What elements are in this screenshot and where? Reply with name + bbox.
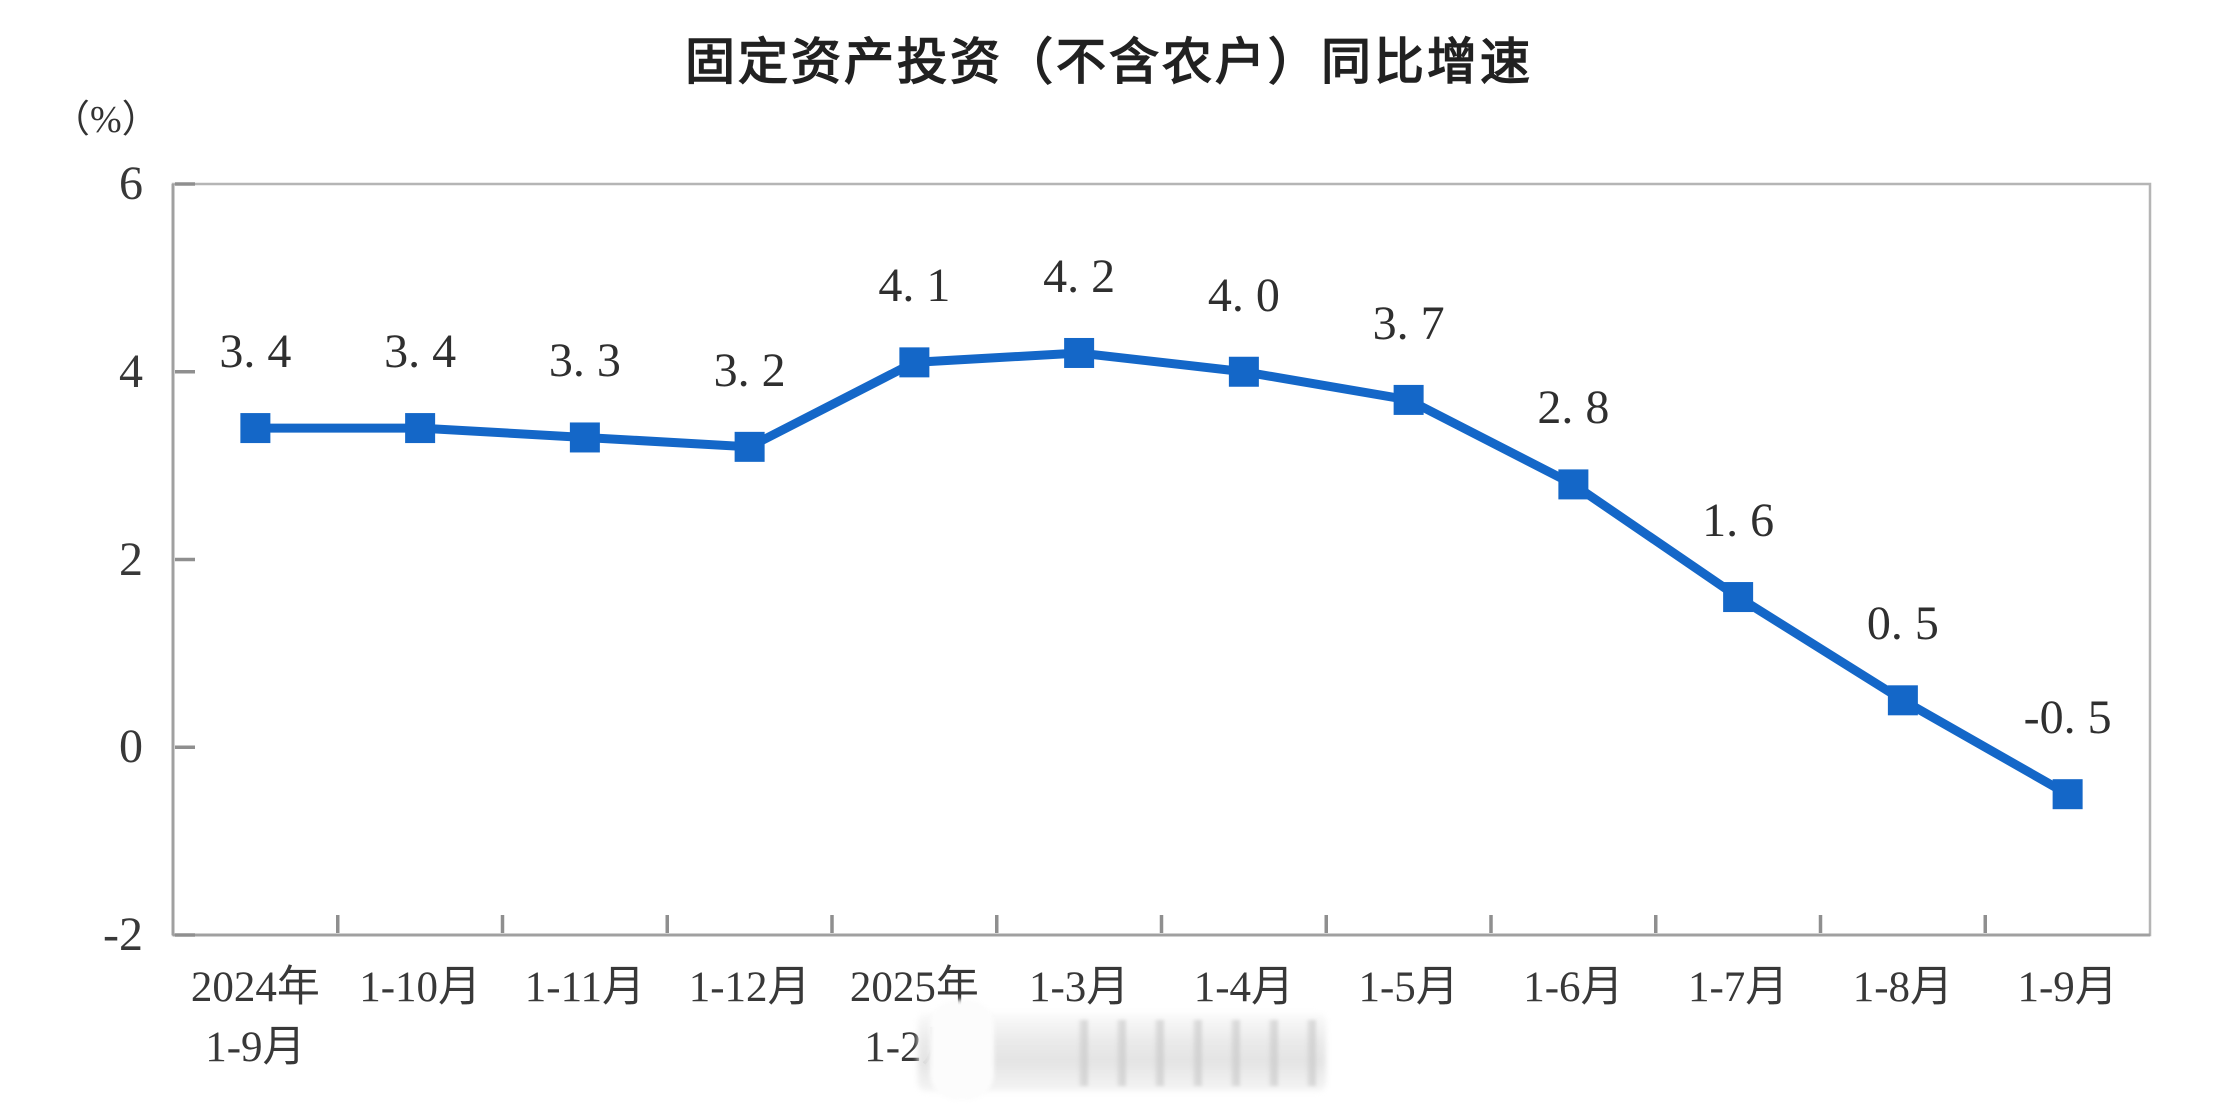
x-tick-label: 1-9月: [2017, 964, 2118, 1011]
y-tick-label: 4: [119, 344, 143, 398]
x-tick-label: 1-11月: [524, 964, 645, 1011]
x-tick-label: 1-3月: [1028, 964, 1130, 1011]
x-tick-label: 1-12月: [688, 964, 811, 1011]
x-tick-label: 1-5月: [1358, 964, 1459, 1011]
data-point-label: 3. 4: [219, 325, 292, 379]
data-point-marker: [1558, 469, 1589, 500]
watermark-smudge-blob: [930, 1000, 994, 1100]
watermark-smudge-streaks: [1050, 1020, 1322, 1086]
y-tick-label: 2: [119, 532, 143, 586]
x-tick-label: 1-7月: [1687, 964, 1789, 1011]
data-point-label: 4. 0: [1207, 268, 1280, 322]
data-point-marker: [569, 422, 600, 453]
data-point-marker: [1228, 356, 1259, 387]
data-point-marker: [899, 347, 930, 378]
x-tick-label: 1-9月: [205, 1024, 306, 1071]
data-point-label: 1. 6: [1702, 494, 1775, 548]
data-point-label: 2. 8: [1537, 381, 1610, 435]
data-line: [255, 348, 2070, 799]
x-tick-label: 1-10月: [359, 964, 482, 1011]
data-point-label: 3. 3: [548, 334, 621, 388]
x-tick-label: 1-8月: [1852, 964, 1954, 1011]
data-point-label: 3. 4: [384, 325, 457, 379]
data-point-marker: [1723, 582, 1754, 613]
x-tick-label: 1-6月: [1523, 964, 1624, 1011]
data-point-label: -0. 5: [2023, 691, 2112, 745]
data-point-marker: [734, 431, 765, 462]
data-point-label: 0. 5: [1866, 597, 1939, 651]
x-tick-label: 2024年: [190, 964, 320, 1011]
y-tick-label: -2: [103, 908, 143, 961]
chart-title: 固定资产投资（不含农户）同比增速: [685, 34, 1533, 90]
x-tick-label: 1-4月: [1193, 964, 1295, 1011]
data-point-marker: [405, 413, 436, 444]
data-point-label: 4. 2: [1043, 249, 1116, 303]
y-tick-label: 6: [119, 157, 143, 210]
data-point-marker: [240, 413, 271, 444]
y-tick-label: 0: [119, 720, 143, 774]
data-point-marker: [1393, 384, 1424, 415]
data-point-marker: [1064, 337, 1095, 368]
data-point-label: 3. 2: [713, 343, 786, 397]
data-point-label: 3. 7: [1372, 296, 1445, 350]
data-point-marker: [2052, 779, 2083, 810]
plot-border: [171, 182, 2152, 937]
data-point-marker: [1887, 685, 1918, 716]
y-axis-unit-label: （%）: [52, 99, 160, 141]
data-point-label: 4. 1: [878, 259, 951, 313]
